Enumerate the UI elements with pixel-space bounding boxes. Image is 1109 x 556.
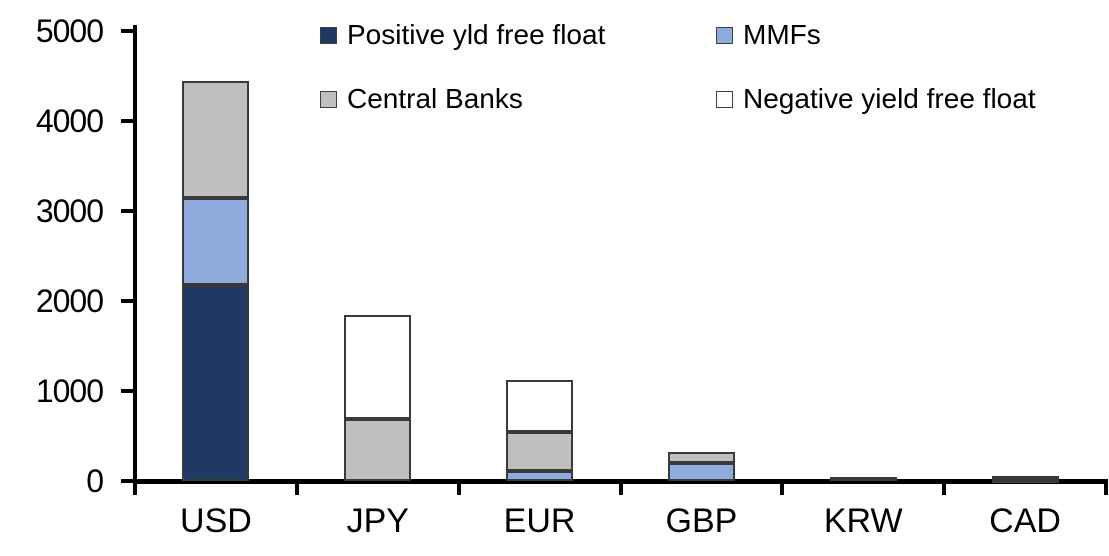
- y-axis-tick-label: 0: [86, 463, 104, 499]
- y-axis-tick-label: 5000: [35, 13, 104, 49]
- x-tick: [780, 481, 785, 495]
- x-axis-label-KRW: KRW: [823, 502, 903, 540]
- bar-segment-JPY-negative-yield-free-float: [344, 314, 412, 419]
- y-tick: [121, 299, 135, 303]
- bar-segment-EUR-central-banks: [506, 432, 574, 472]
- y-axis-line: [133, 25, 137, 485]
- x-tick: [618, 481, 623, 495]
- bar-segment-GBP-central-banks: [667, 451, 735, 463]
- legend-label: Positive yld free float: [347, 19, 606, 50]
- legend-label: Negative yield free float: [743, 83, 1036, 114]
- x-axis-label-EUR: EUR: [503, 502, 576, 540]
- bar-segment-USD-positive-yld-free-float: [182, 285, 250, 481]
- y-tick: [121, 119, 135, 123]
- y-axis-tick-label: 1000: [35, 373, 104, 409]
- y-axis-tick-label: 2000: [35, 283, 104, 319]
- legend-swatch-negative-yield-free-float: [716, 90, 733, 108]
- legend-item-negative-yield-free-float: Negative yield free float: [716, 82, 1036, 116]
- legend-label: MMFs: [743, 19, 821, 50]
- y-tick: [121, 29, 135, 33]
- y-axis-tick-label: 4000: [35, 103, 104, 139]
- x-axis-label-JPY: JPY: [346, 502, 409, 540]
- legend-label: Central Banks: [347, 83, 523, 114]
- bar-segment-USD-central-banks: [182, 80, 250, 198]
- legend-item-central-banks: Central Banks: [320, 82, 523, 116]
- legend-swatch-central-banks: [320, 90, 337, 108]
- legend-swatch-positive-yld-free-float: [320, 26, 337, 44]
- y-tick: [121, 389, 135, 393]
- bar-segment-EUR-negative-yield-free-float: [506, 380, 574, 433]
- x-tick: [133, 481, 137, 495]
- bar-segment-CAD-positive-yld-free-float: [991, 478, 1059, 483]
- bar-segment-EUR-mmfs: [506, 471, 574, 481]
- x-tick: [942, 481, 947, 495]
- legend-item-positive-yld-free-float: Positive yld free float: [320, 18, 605, 52]
- x-tick: [456, 481, 461, 495]
- x-axis-label-CAD: CAD: [989, 502, 1061, 540]
- x-tick: [1104, 481, 1108, 495]
- x-axis-label-USD: USD: [180, 502, 252, 540]
- y-tick: [121, 479, 135, 483]
- bar-segment-CAD-central-banks: [991, 475, 1059, 480]
- legend-item-mmfs: MMFs: [716, 18, 821, 52]
- bar-segment-USD-mmfs: [182, 197, 250, 286]
- legend-swatch-mmfs: [716, 26, 733, 44]
- bar-segment-GBP-mmfs: [667, 463, 735, 481]
- bar-segment-JPY-central-banks: [344, 418, 412, 481]
- x-tick: [294, 481, 299, 495]
- x-axis-label-GBP: GBP: [665, 502, 738, 540]
- y-axis-tick-label: 3000: [35, 193, 104, 229]
- y-tick: [121, 209, 135, 213]
- bar-segment-KRW-positive-yld-free-float: [829, 477, 897, 482]
